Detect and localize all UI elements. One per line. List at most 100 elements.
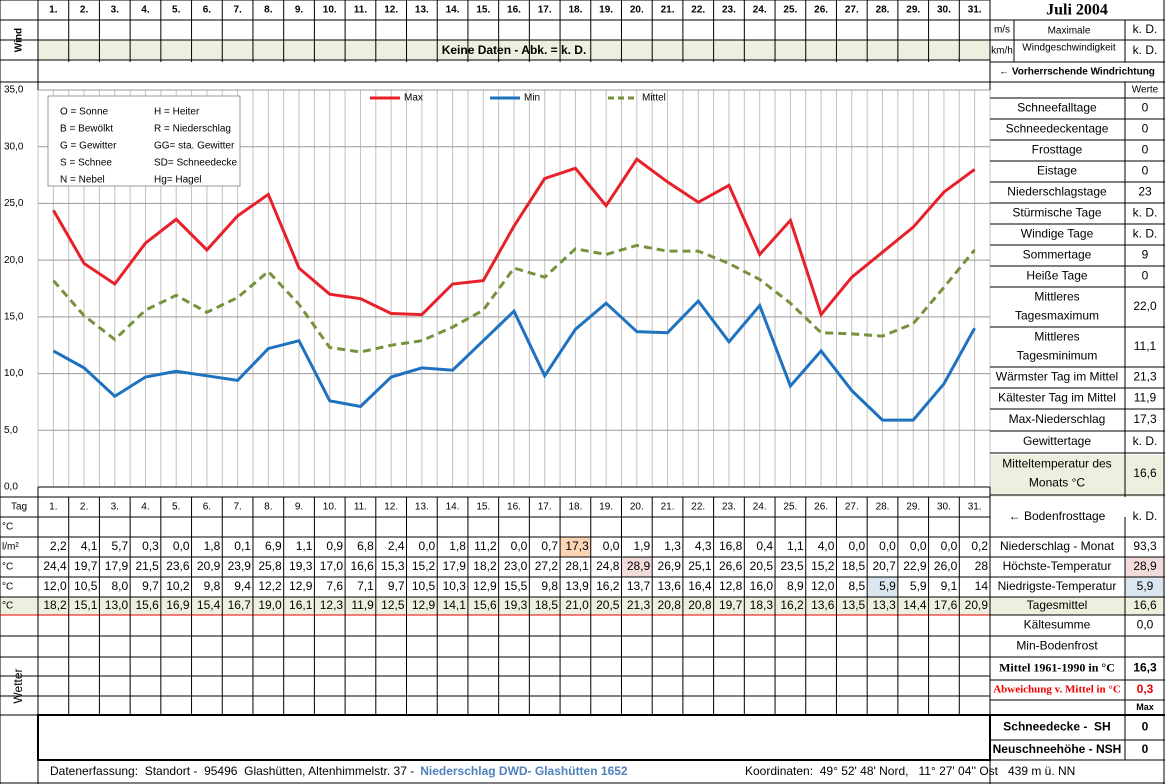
- table-value: 0,0: [941, 539, 958, 553]
- cell-text: Keine Daten - Abk. = k. D.: [442, 43, 587, 57]
- footer: Koordinaten: 49° 52' 48' Nord, 11° 27' 0…: [745, 764, 1075, 778]
- table-value: 19,7: [74, 559, 98, 573]
- cell-text: 21.: [661, 5, 675, 16]
- snow-box: [37, 714, 991, 761]
- table-value: 20,5: [596, 598, 620, 612]
- table-value: 19,7: [719, 598, 743, 612]
- summary-label: Niederschlag - Monat: [1000, 539, 1115, 553]
- table-value: 24,4: [43, 559, 67, 573]
- summary-label: Min-Bodenfrost: [1016, 639, 1098, 653]
- mean-cell: [990, 597, 1165, 615]
- cell-text: 23.: [722, 502, 736, 513]
- cell-text: km/h: [991, 46, 1013, 57]
- table-value: 16,4: [688, 579, 712, 593]
- summary-value: 28,9: [1133, 559, 1157, 573]
- legend-label: Min: [524, 93, 540, 104]
- table-value: 15,3: [381, 559, 405, 573]
- y-tick-label: 35,0: [4, 85, 24, 96]
- cell-text: 1.: [49, 502, 57, 513]
- stat-value: 0: [1142, 164, 1149, 178]
- y-tick-label: 5,0: [4, 425, 18, 436]
- cell-text: 9.: [295, 502, 303, 513]
- cell-text: 14.: [446, 502, 460, 513]
- stat-value: k. D.: [1133, 434, 1158, 448]
- summary-value: 0: [1142, 720, 1149, 734]
- table-value: 1,1: [787, 539, 804, 553]
- summary-value: Max: [1136, 702, 1154, 712]
- cell-text: l/m²: [2, 542, 19, 553]
- cell-text: 13.: [415, 502, 429, 513]
- table-value: 13,9: [565, 579, 589, 593]
- table-value: 4,3: [695, 539, 712, 553]
- stat-label: Monats °C: [1029, 476, 1085, 490]
- table-value: 14: [975, 579, 989, 593]
- abbrev: B = Bewölkt: [60, 124, 113, 135]
- footer: Datenerfassung: Standort - 95496 Glashüt…: [50, 764, 414, 778]
- table-value: 16,8: [719, 539, 743, 553]
- table-value: 5,9: [879, 579, 896, 593]
- cell-text: 14.: [446, 5, 460, 16]
- stat-value: 0: [1142, 101, 1149, 115]
- stat-value: 16,6: [1133, 466, 1157, 480]
- cell-text: 16.: [507, 502, 521, 513]
- table-value: 0,0: [848, 539, 865, 553]
- cell-text: 28.: [876, 502, 890, 513]
- table-value: 0,0: [511, 539, 528, 553]
- table-value: 18,3: [750, 598, 774, 612]
- table-value: 18,2: [473, 559, 497, 573]
- table-value: 19,3: [289, 559, 313, 573]
- cell-text: 13.: [415, 5, 429, 16]
- stat-label: Mittleres: [1034, 330, 1079, 344]
- table-value: 15,6: [473, 598, 497, 612]
- table-value: 0,9: [326, 539, 343, 553]
- table-value: 13,0: [105, 598, 129, 612]
- table-value: 23,9: [228, 559, 252, 573]
- cell-text: 18.: [568, 502, 582, 513]
- table-value: 13,6: [811, 598, 835, 612]
- table-value: 12,0: [811, 579, 835, 593]
- table-value: 4,0: [818, 539, 835, 553]
- table-value: 4,1: [81, 539, 98, 553]
- cell-text: °C: [2, 522, 13, 533]
- cell-text: Windgeschwindigkeit: [1022, 43, 1116, 54]
- stat-value: 0: [1142, 269, 1149, 283]
- summary-label: Mittel 1961-1990 in °C: [999, 660, 1115, 674]
- cell-text: 23.: [722, 5, 736, 16]
- stat-label: Wärmster Tag im Mittel: [996, 370, 1118, 384]
- table-value: 1,1: [296, 539, 313, 553]
- table-value: 23,0: [504, 559, 528, 573]
- stat-label: Max-Niederschlag: [1009, 412, 1106, 426]
- stat-label: Heiße Tage: [1026, 269, 1087, 283]
- table-value: 9,7: [142, 579, 159, 593]
- table-value: 20,8: [658, 598, 682, 612]
- summary-label: Schneedecke - SH: [1003, 720, 1110, 734]
- cell-text: 22.: [691, 5, 705, 16]
- stat-label: Mitteltemperatur des: [1002, 457, 1111, 471]
- stat-label: Frosttage: [1032, 143, 1083, 157]
- table-value: 9,4: [234, 579, 251, 593]
- cell-text: 31.: [968, 502, 982, 513]
- table-value: 16,9: [166, 598, 190, 612]
- summary-label: Neuschneehöhe - NSH: [993, 742, 1122, 756]
- footer-source: Niederschlag DWD- Glashütten 1652: [420, 764, 628, 778]
- summary-label: Abweichung v. Mittel in °C: [993, 684, 1121, 696]
- highlight: [1125, 557, 1165, 577]
- cell-text: m/s: [994, 25, 1010, 36]
- abbrev: GG= sta. Gewitter: [154, 141, 235, 152]
- stat-value: 9: [1142, 248, 1149, 262]
- table-value: 1,8: [449, 539, 466, 553]
- table-value: 10,5: [74, 579, 98, 593]
- stat-label: Tagesminimum: [1017, 349, 1098, 363]
- cell-text: Tag: [11, 502, 27, 513]
- stat-label: Gewittertage: [1023, 434, 1091, 448]
- table-value: 0,3: [142, 539, 159, 553]
- table-value: 19,0: [258, 598, 282, 612]
- table-value: 17,6: [934, 598, 958, 612]
- table-value: 21,0: [565, 598, 589, 612]
- table-value: 1,3: [664, 539, 681, 553]
- cell-text: 24.: [753, 502, 767, 513]
- stat-label: Schneedeckentage: [1006, 122, 1109, 136]
- summary-value: 0,0: [1137, 618, 1154, 632]
- table-value: 5,9: [910, 579, 927, 593]
